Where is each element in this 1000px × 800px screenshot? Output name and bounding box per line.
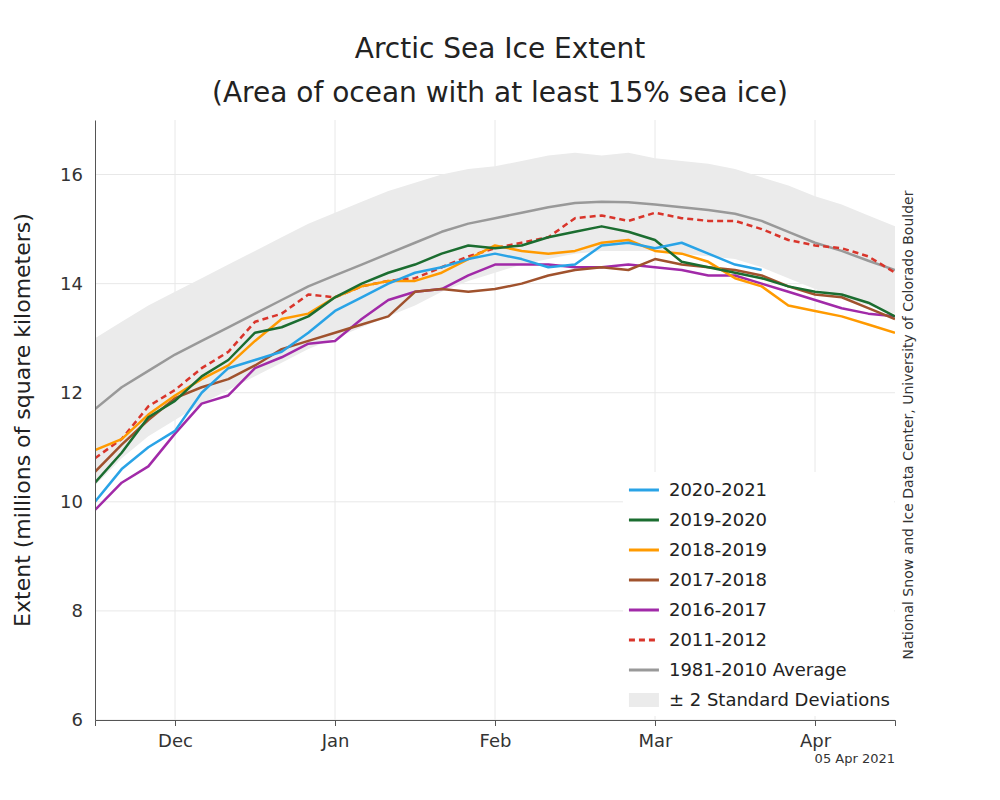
legend-label: 2011-2012 — [669, 629, 767, 650]
legend-item: 2016-2017 — [629, 599, 767, 620]
y-tick-label: 10 — [60, 491, 83, 512]
series-line — [95, 213, 895, 458]
y-axis: 6 8 10 12 14 16 — [60, 121, 95, 731]
x-tick: Mar — [639, 720, 674, 751]
legend-swatch — [629, 579, 659, 582]
title: Arctic Sea Ice Extent — [355, 32, 646, 65]
legend-swatch — [629, 549, 659, 552]
x-axis: Dec Jan Feb Mar Apr — [96, 720, 896, 751]
y-tick: 12 — [60, 382, 95, 403]
y-tick: 10 — [60, 491, 95, 512]
legend-label: 2018-2019 — [669, 539, 767, 560]
y-tick-label: 8 — [72, 600, 83, 621]
x-tick-label: Feb — [480, 730, 512, 751]
legend-item: 1981-2010 Average — [629, 659, 847, 680]
x-tick-mark — [495, 720, 496, 726]
legend-item: 2017-2018 — [629, 569, 767, 590]
legend-label: 1981-2010 Average — [669, 659, 847, 680]
legend-label: 2017-2018 — [669, 569, 767, 590]
legend-item: 2019-2020 — [629, 509, 767, 530]
x-tick: Apr — [800, 720, 832, 751]
legend-swatch — [629, 693, 659, 707]
legend-swatch — [629, 519, 659, 522]
x-tick-label: Mar — [639, 730, 674, 751]
y-tick-label: 16 — [60, 164, 83, 185]
x-tick-mark — [335, 720, 336, 726]
series-line — [95, 226, 895, 482]
std-band — [95, 153, 895, 486]
grid — [95, 120, 895, 720]
x-tick-label: Dec — [158, 730, 193, 751]
y-tick: 16 — [60, 164, 95, 185]
legend-swatch — [629, 609, 659, 612]
x-tick-label: Apr — [800, 730, 832, 751]
x-tick: Dec — [158, 720, 193, 751]
legend-label: ± 2 Standard Deviations — [669, 689, 890, 710]
legend-label: 2020-2021 — [669, 479, 767, 500]
legend: 2020-2021 2019-2020 2018-2019 2017-2018 2016… — [623, 472, 894, 716]
subtitle: (Area of ocean with at least 15% sea ice… — [212, 76, 788, 109]
source-credit: National Snow and Ice Data Center, Unive… — [900, 190, 916, 659]
y-tick-label: 6 — [72, 709, 83, 730]
legend-item: ± 2 Standard Deviations — [629, 689, 890, 710]
series-line — [95, 202, 895, 409]
series-line — [95, 240, 895, 450]
date-stamp: 05 Apr 2021 — [815, 751, 895, 766]
legend-item: 2011-2012 — [629, 629, 767, 650]
y-tick-label: 12 — [60, 382, 83, 403]
legend-label: 2016-2017 — [669, 599, 767, 620]
y-axis-line — [95, 121, 96, 721]
x-tick: Jan — [321, 720, 350, 751]
x-tick: Feb — [480, 720, 512, 751]
x-grid-line — [335, 120, 336, 720]
x-tick-mark — [175, 720, 176, 726]
y-tick: 6 — [72, 709, 95, 730]
y-tick: 14 — [60, 273, 95, 294]
legend-label: 2019-2020 — [669, 509, 767, 530]
y-tick: 8 — [72, 600, 95, 621]
y-axis-title: Extent (millions of square kilometers) — [10, 213, 35, 627]
x-tick-mark — [815, 720, 816, 726]
x-tick-label: Jan — [321, 730, 350, 751]
series-line — [95, 259, 895, 472]
legend-swatch — [629, 639, 659, 642]
plot-area — [95, 153, 895, 510]
legend-swatch — [629, 489, 659, 492]
chart: 6 8 10 12 14 16 Dec Jan Feb Mar Apr Arctic Sea Ice … — [0, 0, 1000, 800]
y-tick-label: 14 — [60, 273, 83, 294]
legend-background — [623, 472, 894, 716]
legend-item: 2018-2019 — [629, 539, 767, 560]
x-tick-mark — [655, 720, 656, 726]
legend-swatch — [629, 669, 659, 672]
legend-item: 2020-2021 — [629, 479, 767, 500]
series-line — [95, 243, 762, 502]
x-axis-line — [96, 721, 896, 727]
